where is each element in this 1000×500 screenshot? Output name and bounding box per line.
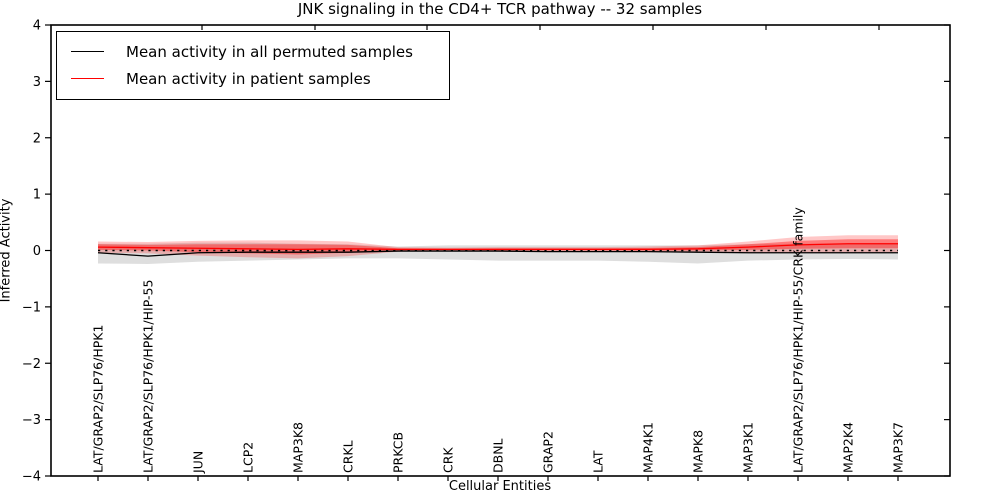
x-tick-label: MAP3K7 [891,422,906,473]
y-tick-label: 2 [33,131,41,146]
y-tick-label: −2 [22,357,41,372]
y-tick-label: −4 [22,470,41,485]
y-tick-label: −1 [22,300,41,315]
legend-line-red-icon [71,78,104,79]
chart-title: JNK signaling in the CD4+ TCR pathway --… [297,0,703,18]
x-axis-label: Cellular Entities [448,479,552,494]
x-tick-label: MAP3K8 [291,422,306,473]
x-tick-label: MAP3K1 [741,422,756,473]
patient-mean-line [97,243,898,251]
y-tick-label: 4 [33,19,41,34]
x-tick-label: MAPK8 [691,430,706,473]
legend-line-black-icon [71,51,104,52]
x-tick-label: LCP2 [241,442,256,473]
x-tick-label: MAP4K1 [641,422,656,473]
y-tick-label: 0 [33,244,41,259]
patient-inner-band [98,239,898,255]
y-axis-label: Inferred Activity [0,198,14,303]
x-tick-label: CRK [441,447,456,473]
y-tick-label: 3 [33,75,41,90]
x-tick-label: MAP2K4 [841,422,856,473]
x-tick-label: GRAP2 [541,431,556,473]
x-tick-label: PRKCB [391,432,406,473]
x-tick-label: JUN [191,451,206,474]
legend-item-patient: Mean activity in patient samples [57,65,449,92]
legend-item-permuted: Mean activity in all permuted samples [57,38,449,65]
x-tick-label: LAT/GRAP2/SLP76/HPK1/HIP-55/CRK family [791,207,806,473]
y-tick-label: −3 [22,413,41,428]
x-tick-label: DBNL [491,438,506,473]
y-tick-label: 1 [33,188,41,203]
x-tick-label: LAT/GRAP2/SLP76/HPK1 [91,325,106,473]
x-tick-label: LAT [591,450,606,473]
legend: Mean activity in all permuted samples Me… [56,31,450,100]
permuted-mean-line [97,250,898,257]
legend-label-patient: Mean activity in patient samples [126,69,371,88]
permuted-confidence-band [98,242,898,265]
x-tick-label: LAT/GRAP2/SLP76/HPK1/HIP-55 [141,280,156,473]
x-tick-label: CRKL [341,440,356,473]
legend-label-permuted: Mean activity in all permuted samples [126,42,413,61]
